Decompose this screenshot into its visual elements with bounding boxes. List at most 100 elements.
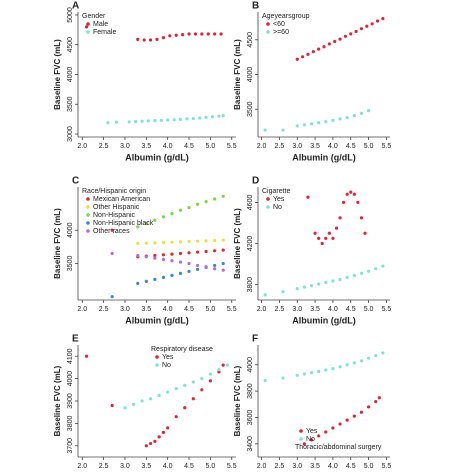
x-tick-label: 4.0 bbox=[163, 143, 173, 150]
data-point bbox=[217, 114, 221, 118]
data-point bbox=[114, 120, 119, 124]
x-tick-label: 5.0 bbox=[206, 463, 216, 470]
data-point bbox=[159, 118, 163, 122]
data-point bbox=[331, 236, 335, 240]
data-point bbox=[155, 37, 159, 41]
legend-title: Cigarette bbox=[262, 188, 291, 195]
x-tick-label: 4.5 bbox=[184, 143, 194, 150]
data-point bbox=[295, 124, 299, 128]
data-point bbox=[191, 116, 195, 121]
data-point bbox=[374, 353, 378, 358]
data-point bbox=[345, 192, 349, 196]
y-tick-label: 4000 bbox=[67, 371, 74, 387]
data-point bbox=[178, 117, 183, 122]
data-point bbox=[345, 363, 349, 367]
legend-label: Other Hispanic bbox=[93, 204, 140, 211]
data-point bbox=[221, 268, 225, 272]
data-point bbox=[334, 226, 339, 230]
panel-label: C bbox=[72, 176, 79, 187]
data-point bbox=[365, 24, 369, 28]
data-point bbox=[174, 33, 178, 37]
data-point bbox=[161, 215, 166, 219]
data-point bbox=[366, 269, 371, 273]
data-point bbox=[342, 200, 346, 205]
y-tick-label: 4000 bbox=[247, 357, 254, 373]
data-point bbox=[123, 406, 127, 410]
panel-label: D bbox=[252, 176, 259, 187]
data-point bbox=[193, 32, 198, 36]
x-tick-label: 4.5 bbox=[346, 143, 356, 150]
data-point bbox=[153, 256, 157, 260]
data-point bbox=[327, 231, 331, 235]
data-point bbox=[352, 414, 356, 418]
data-point bbox=[136, 281, 140, 285]
data-point bbox=[263, 378, 267, 383]
data-point bbox=[185, 117, 189, 121]
y-axis-label: Baseline FVC (mL) bbox=[53, 208, 62, 279]
data-point bbox=[161, 275, 166, 279]
y-tick-label: 4000 bbox=[247, 67, 254, 83]
data-point bbox=[317, 236, 321, 240]
data-point bbox=[204, 249, 208, 254]
data-point bbox=[309, 371, 314, 375]
data-point bbox=[221, 113, 225, 118]
data-point bbox=[317, 434, 321, 438]
legend-label: Other races bbox=[93, 228, 130, 235]
data-point bbox=[161, 35, 166, 40]
data-point bbox=[166, 118, 170, 122]
legend-label: No bbox=[162, 362, 171, 369]
data-point bbox=[144, 279, 148, 283]
data-point bbox=[106, 121, 110, 125]
x-tick-label: 5.5 bbox=[382, 306, 392, 313]
data-point bbox=[200, 32, 204, 36]
data-point bbox=[168, 34, 172, 38]
panel-label: B bbox=[252, 1, 259, 12]
x-axis-label: Albumin (g/dL) bbox=[292, 472, 355, 474]
data-point bbox=[217, 370, 221, 374]
x-tick-label: 2.0 bbox=[77, 463, 87, 470]
data-point bbox=[161, 430, 166, 434]
data-point bbox=[187, 239, 191, 244]
x-tick-label: 3.0 bbox=[292, 143, 302, 150]
data-point bbox=[178, 240, 183, 244]
data-point bbox=[324, 236, 328, 240]
data-point bbox=[331, 426, 335, 430]
legend-title: Respiratory disease bbox=[151, 346, 213, 353]
data-point bbox=[359, 359, 364, 363]
data-point bbox=[170, 240, 174, 244]
data-point bbox=[300, 55, 305, 59]
legend-swatch bbox=[86, 229, 90, 233]
x-axis-label: Albumin (g/dL) bbox=[125, 472, 188, 474]
data-point bbox=[302, 442, 306, 446]
data-point bbox=[309, 122, 314, 126]
data-point bbox=[153, 218, 157, 222]
data-point bbox=[370, 22, 374, 26]
x-axis-label: Albumin (g/dL) bbox=[125, 315, 188, 325]
data-point bbox=[144, 255, 148, 259]
data-point bbox=[161, 253, 166, 257]
data-point bbox=[178, 251, 183, 256]
data-point bbox=[359, 216, 364, 220]
panel-label: A bbox=[72, 1, 79, 12]
x-tick-label: 4.0 bbox=[328, 143, 338, 150]
x-tick-label: 3.5 bbox=[141, 143, 151, 150]
x-tick-label: 3.0 bbox=[120, 143, 130, 150]
data-point bbox=[302, 372, 306, 376]
legend-swatch bbox=[299, 429, 303, 433]
data-point bbox=[187, 32, 191, 36]
data-point bbox=[338, 117, 342, 121]
data-point bbox=[309, 284, 314, 288]
y-tick-label: 4500 bbox=[247, 32, 254, 48]
y-axis-label: Baseline FVC (mL) bbox=[53, 365, 62, 436]
y-tick-label: 3800 bbox=[247, 277, 254, 293]
data-point bbox=[381, 264, 385, 268]
data-point bbox=[148, 441, 153, 446]
data-point bbox=[140, 399, 144, 403]
data-point bbox=[317, 121, 321, 125]
legend-label: Non-Hispanic black bbox=[93, 220, 154, 227]
data-point bbox=[178, 271, 183, 276]
data-point bbox=[359, 27, 364, 31]
data-point bbox=[352, 273, 356, 277]
legend-swatch bbox=[86, 213, 90, 217]
y-tick-label: 4000 bbox=[67, 67, 74, 83]
